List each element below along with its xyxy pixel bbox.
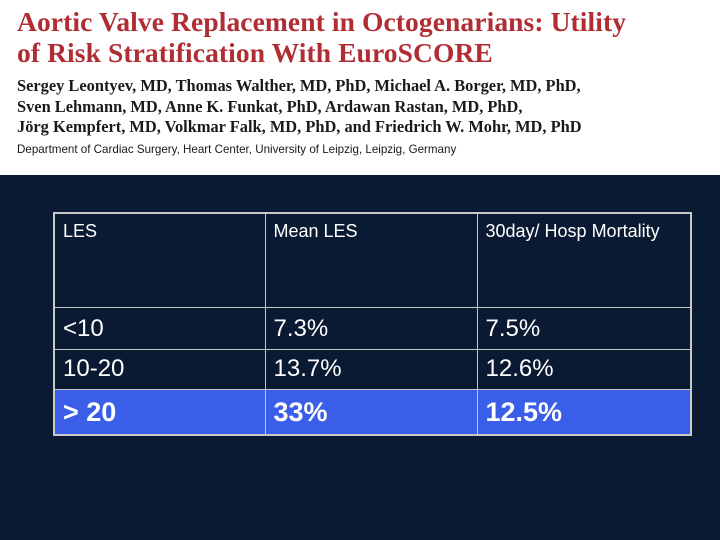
table-cell: 7.3% bbox=[264, 306, 478, 350]
table-header-row: LES Mean LES 30day/ Hosp Mortality bbox=[53, 212, 692, 308]
authors-line-1: Sergey Leontyev, MD, Thomas Walther, MD,… bbox=[17, 76, 581, 95]
article-header: Aortic Valve Replacement in Octogenarian… bbox=[0, 0, 720, 175]
table-cell: 12.5% bbox=[476, 388, 692, 435]
header-cell-mean-les: Mean LES bbox=[264, 212, 478, 308]
table-cell: 13.7% bbox=[264, 348, 478, 390]
results-table-container: LES Mean LES 30day/ Hosp Mortality <10 7… bbox=[53, 212, 692, 436]
table-cell: <10 bbox=[53, 306, 266, 350]
table-row: <10 7.3% 7.5% bbox=[53, 306, 692, 350]
authors-line-2: Sven Lehmann, MD, Anne K. Funkat, PhD, A… bbox=[17, 96, 523, 116]
authors-line-3: Jörg Kempfert, MD, Volkmar Falk, MD, PhD… bbox=[17, 117, 582, 136]
header-cell-les: LES bbox=[53, 212, 266, 308]
table-cell: 10-20 bbox=[53, 348, 266, 390]
header-cell-mortality: 30day/ Hosp Mortality bbox=[476, 212, 692, 308]
table-row: 10-20 13.7% 12.6% bbox=[53, 348, 692, 390]
title-line-2: of Risk Stratification With EuroSCORE bbox=[17, 37, 493, 68]
table-cell: 12.6% bbox=[476, 348, 692, 390]
affiliation: Department of Cardiac Surgery, Heart Cen… bbox=[17, 142, 457, 156]
table-cell: > 20 bbox=[53, 388, 266, 435]
table-cell: 33% bbox=[264, 388, 478, 435]
table-row-highlighted: > 20 33% 12.5% bbox=[53, 388, 692, 435]
author-list: Sergey Leontyev, MD, Thomas Walther, MD,… bbox=[17, 76, 706, 138]
table-cell: 7.5% bbox=[476, 306, 692, 350]
article-title: Aortic Valve Replacement in Octogenarian… bbox=[17, 6, 706, 68]
results-table: LES Mean LES 30day/ Hosp Mortality <10 7… bbox=[53, 212, 692, 436]
title-line-1: Aortic Valve Replacement in Octogenarian… bbox=[17, 6, 627, 37]
